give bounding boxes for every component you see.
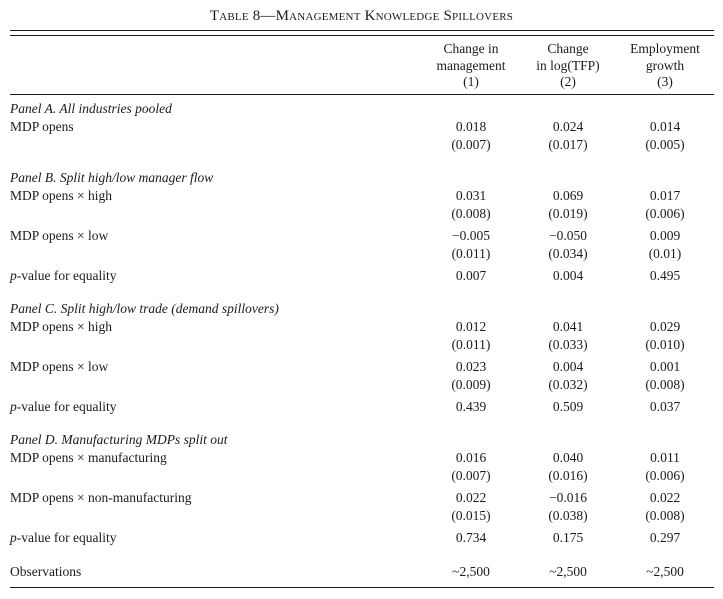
coef-value: 0.022: [649, 489, 681, 505]
se-value: (0.01): [648, 245, 682, 261]
table-title: Table 8—Management Knowledge Spillovers: [209, 8, 514, 24]
row-label: p-value for equality: [10, 529, 117, 545]
top-double-rule: [10, 30, 714, 36]
se-value: (0.005): [645, 136, 685, 152]
coef-value: 0.012: [455, 318, 487, 334]
coef-value: 0.069: [552, 187, 584, 203]
coef-value: 0.509: [552, 398, 584, 414]
coef-value: 0.004: [552, 358, 584, 374]
column-header-1: Change in management (1): [422, 41, 520, 91]
coef-value: 0.439: [455, 398, 487, 414]
coef-value: 0.041: [552, 318, 584, 334]
panel-title: Panel D. Manufacturing MDPs split out: [10, 431, 228, 447]
row-label: MDP opens × manufacturing: [10, 449, 167, 465]
se-value: (0.008): [645, 376, 685, 392]
se-value: (0.034): [548, 245, 588, 261]
row-label: p-value for equality: [10, 267, 117, 283]
column-header-line: (3): [657, 74, 673, 89]
coef-value: 0.495: [649, 267, 681, 283]
se-value: (0.006): [645, 205, 685, 221]
coef-value: −0.005: [452, 227, 490, 243]
column-header-line: Change: [547, 41, 589, 56]
row-label: MDP opens × non-manufacturing: [10, 489, 192, 505]
column-header-line: Change in: [443, 41, 499, 56]
coef-value: 0.031: [455, 187, 487, 203]
se-value: (0.011): [451, 336, 491, 352]
se-value: (0.019): [548, 205, 588, 221]
observations-value: ~2,500: [646, 563, 684, 579]
coef-value: 0.011: [650, 449, 680, 465]
se-value: (0.011): [451, 245, 491, 261]
coef-value: 0.001: [649, 358, 681, 374]
coef-value: −0.016: [549, 489, 587, 505]
coef-value: 0.009: [649, 227, 681, 243]
results-table: Panel A. All industries pooled MDP opens 0…: [10, 95, 714, 581]
row-label: MDP opens × low: [10, 227, 109, 243]
se-value: (0.009): [451, 376, 491, 392]
se-value: (0.007): [451, 467, 491, 483]
coef-value: 0.040: [552, 449, 584, 465]
column-header-2: Change in log(TFP) (2): [520, 41, 616, 91]
se-value: (0.032): [548, 376, 588, 392]
bottom-rule: [10, 586, 714, 588]
se-value: (0.006): [645, 467, 685, 483]
coef-value: 0.017: [649, 187, 681, 203]
column-header-line: (2): [560, 74, 576, 89]
se-value: (0.016): [548, 467, 588, 483]
se-value: (0.007): [451, 136, 491, 152]
panel-title: Panel C. Split high/low trade (demand sp…: [10, 300, 279, 316]
column-header-row: Change in management (1) Change in log(TFP)(…: [10, 36, 714, 95]
se-value: (0.038): [548, 507, 588, 523]
column-header-line: (1): [463, 74, 479, 89]
coef-value: 0.018: [455, 118, 487, 134]
observations-value: ~2,500: [452, 563, 490, 579]
column-header-line: growth: [645, 57, 685, 73]
row-label: MDP opens: [10, 118, 74, 134]
coef-value: 0.014: [649, 118, 681, 134]
column-header-line: Employment: [630, 41, 700, 56]
coef-value: 0.175: [552, 529, 584, 545]
table-container: Change in management (1) Change in log(TFP)(…: [10, 30, 714, 588]
coef-value: 0.734: [455, 529, 487, 545]
se-value: (0.033): [548, 336, 588, 352]
se-value: (0.010): [645, 336, 685, 352]
coef-value: 0.004: [552, 267, 584, 283]
coef-value: 0.297: [649, 529, 681, 545]
panel-title: Panel B. Split high/low manager flow: [10, 169, 214, 185]
se-value: (0.008): [645, 507, 685, 523]
row-label: MDP opens × high: [10, 187, 112, 203]
coef-value: 0.029: [649, 318, 681, 334]
se-value: (0.017): [548, 136, 588, 152]
coef-value: −0.050: [549, 227, 587, 243]
header-spacer: [10, 41, 422, 91]
panel-title: Panel A. All industries pooled: [10, 100, 172, 116]
row-label: MDP opens × high: [10, 318, 112, 334]
column-header-line: management: [436, 57, 506, 73]
coef-value: 0.024: [552, 118, 584, 134]
row-label: MDP opens × low: [10, 358, 109, 374]
coef-value: 0.016: [455, 449, 487, 465]
column-header-3: Employment growth (3): [616, 41, 714, 91]
column-header-line: in log(TFP): [536, 57, 600, 73]
coef-value: 0.022: [455, 489, 487, 505]
coef-value: 0.037: [649, 398, 681, 414]
coef-value: 0.023: [455, 358, 487, 374]
se-value: (0.008): [451, 205, 491, 221]
row-label: p-value for equality: [10, 398, 117, 414]
se-value: (0.015): [451, 507, 491, 523]
coef-value: 0.007: [455, 267, 487, 283]
observations-value: ~2,500: [549, 563, 587, 579]
observations-label: Observations: [10, 563, 82, 579]
